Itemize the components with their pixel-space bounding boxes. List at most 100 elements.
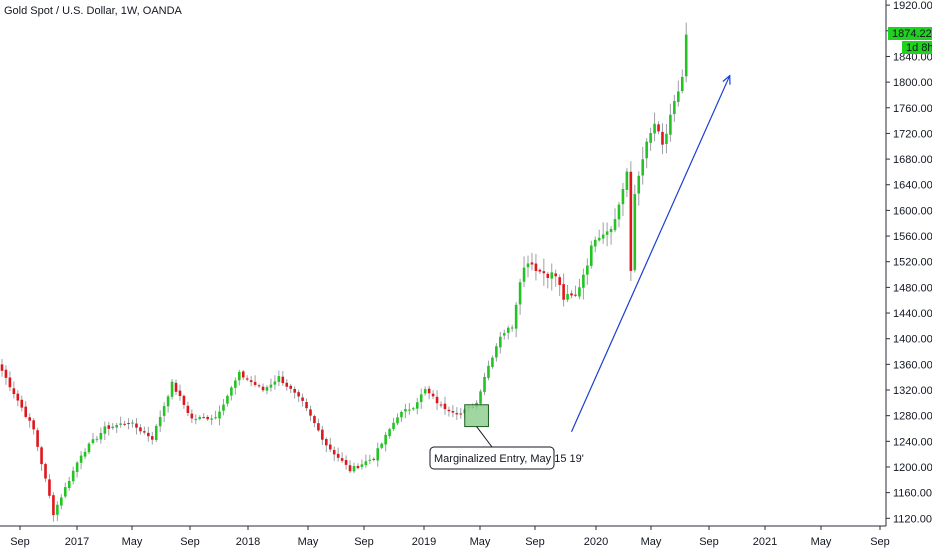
candle-down [574, 294, 577, 296]
candle-up [218, 411, 221, 419]
candle-down [0, 364, 4, 371]
candle-down [348, 465, 352, 472]
candle-up [589, 245, 593, 266]
candle-up [506, 327, 510, 333]
x-tick-label: Sep [699, 536, 719, 548]
candle-down [657, 124, 660, 132]
y-tick-label: 1560.000 [893, 231, 932, 243]
candle-down [321, 429, 324, 440]
candle-up [550, 272, 554, 279]
candle-up [510, 327, 514, 329]
candle-up [396, 417, 399, 424]
candle-up [593, 239, 597, 247]
candle-down [20, 399, 24, 408]
candle-down [439, 404, 443, 406]
x-tick-label: 2019 [412, 536, 436, 548]
candle-up [609, 229, 613, 233]
y-tick-label: 1480.000 [893, 282, 932, 294]
candle-up [680, 76, 684, 91]
candle-down [253, 381, 257, 385]
candle-up [423, 389, 427, 394]
candle-down [281, 376, 285, 384]
candle-down [135, 423, 138, 428]
candle-up [677, 91, 680, 102]
candle-up [605, 231, 609, 235]
y-tick-label: 1920.000 [893, 0, 932, 12]
y-tick-label: 1760.000 [893, 103, 932, 115]
candle-up [526, 263, 530, 268]
candles-layer [0, 22, 688, 522]
candle-down [629, 171, 633, 271]
candle-up [95, 438, 99, 440]
candle-down [570, 293, 573, 296]
candle-up [368, 459, 372, 461]
countdown-label: 1d 8h [906, 42, 932, 54]
candle-up [499, 336, 502, 348]
candle-down [178, 390, 182, 396]
y-tick-label: 1640.000 [893, 180, 932, 192]
y-tick-label: 1840.000 [893, 51, 932, 63]
candle-down [542, 271, 546, 274]
candle-down [297, 392, 300, 397]
candle-down [139, 427, 142, 432]
candle-up [75, 462, 79, 472]
candle-down [28, 417, 31, 421]
trend-arrow-head [722, 74, 731, 85]
countdown-bg [902, 41, 932, 54]
candle-up [483, 376, 486, 392]
candle-down [190, 413, 194, 419]
candle-up [265, 387, 269, 391]
price-axis[interactable]: 1920.0001880.0001840.0001800.0001760.000… [886, 0, 932, 525]
candle-down [435, 396, 439, 404]
candle-up [115, 425, 118, 428]
candle-up [210, 418, 213, 420]
candle-down [447, 409, 451, 412]
candle-down [8, 377, 12, 388]
chart-title: Gold Spot / U.S. Dollar, 1W, OANDA [4, 5, 183, 17]
candle-down [245, 378, 249, 380]
x-tick-label: 2017 [65, 536, 89, 548]
annotation-layer[interactable]: Marginalized Entry, May 15 19' [429, 74, 731, 470]
candle-down [661, 131, 664, 145]
candle-down [558, 277, 561, 285]
candle-down [309, 409, 312, 416]
candle-down [123, 423, 126, 425]
candle-up [491, 357, 494, 367]
callout-box[interactable] [429, 446, 555, 470]
candle-up [111, 426, 115, 429]
candle-up [99, 433, 103, 440]
candle-down [249, 380, 253, 383]
candle-down [443, 403, 447, 410]
candle-up [380, 443, 383, 448]
candle-down [174, 382, 178, 392]
candle-up [352, 466, 356, 472]
candle-up [653, 123, 656, 134]
candle-up [158, 416, 162, 427]
candle-up [617, 204, 621, 220]
entry-zone-box[interactable] [464, 404, 489, 428]
candle-down [301, 397, 304, 401]
candle-up [408, 409, 411, 411]
candle-up [625, 171, 629, 190]
candle-up [637, 175, 641, 194]
y-tick-label: 1440.000 [893, 308, 932, 320]
candle-up [83, 451, 87, 457]
candle-down [431, 393, 435, 397]
candle-up [392, 422, 395, 430]
candle-up [67, 480, 71, 488]
candle-up [91, 439, 95, 444]
trend-arrow-line[interactable] [570, 75, 731, 432]
candle-up [71, 470, 75, 482]
candle-up [645, 141, 648, 159]
candle-up [103, 426, 107, 434]
candle-down [186, 405, 190, 414]
candle-up [641, 159, 645, 176]
candle-up [633, 194, 637, 271]
candle-down [206, 416, 209, 420]
time-axis[interactable]: Sep 2017 May Sep 2018 May Sep 2019 May Sep 2020 May… [10, 526, 890, 548]
candle-down [313, 416, 316, 424]
candle-up [412, 408, 415, 410]
candle-up [376, 448, 380, 461]
